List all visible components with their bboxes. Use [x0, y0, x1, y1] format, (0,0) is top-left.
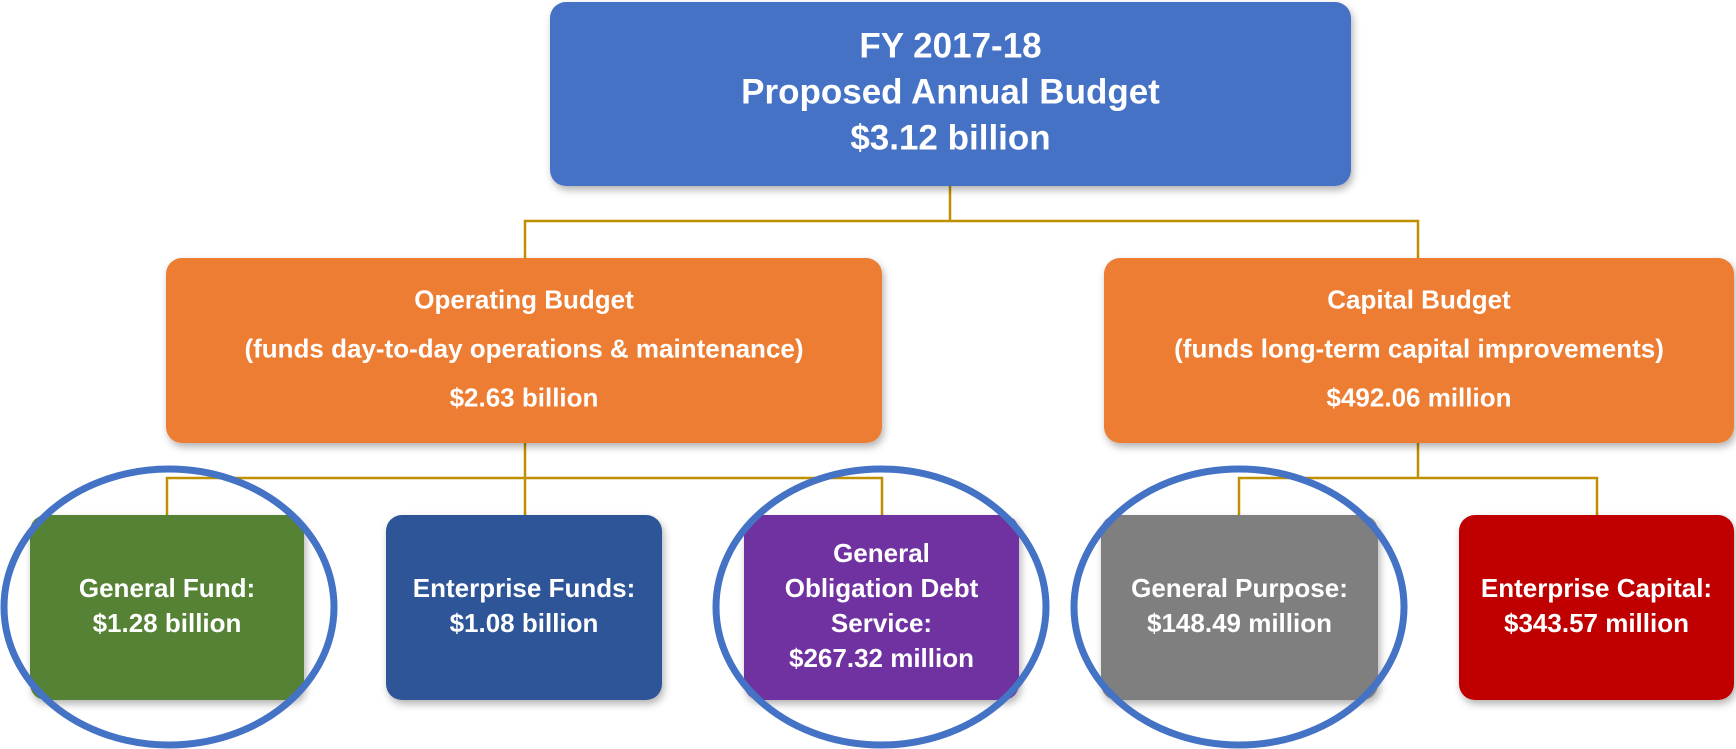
highlight-oval [1070, 465, 1408, 749]
node-text: Obligation Debt [785, 573, 979, 603]
node-box [386, 515, 662, 700]
node: Enterprise Funds: $1.08 billion [386, 515, 662, 700]
node-box [166, 258, 882, 443]
node-text: (funds day-to-day operations & maintenan… [244, 333, 803, 363]
node: General Obligation Debt Service: $267.32 mi… [744, 515, 1019, 700]
connectors [165, 186, 1599, 515]
node-text: General Fund: [79, 573, 255, 603]
node: Enterprise Capital: $343.57 million [1459, 515, 1734, 700]
node-box [1101, 515, 1378, 700]
highlight-oval [0, 465, 338, 749]
node-text: $492.06 million [1327, 382, 1512, 412]
node-text: FY 2017-18 [859, 26, 1041, 65]
node: FY 2017-18 Proposed Annual Budget $3.12 bi… [550, 2, 1351, 186]
node-text: $2.63 billion [450, 382, 599, 412]
node-box [1459, 515, 1734, 700]
connector [523, 186, 1420, 258]
node-text: $1.28 billion [93, 608, 242, 638]
node: General Purpose: $148.49 million [1101, 515, 1378, 700]
node-text: Service: [831, 608, 932, 638]
node-text: $148.49 million [1147, 608, 1332, 638]
node-box [1104, 258, 1734, 443]
connector [1237, 443, 1599, 515]
node-text: Operating Budget [414, 284, 634, 314]
node-text: Enterprise Capital: [1481, 573, 1712, 603]
node-box [30, 515, 304, 700]
node-text: (funds long-term capital improvements) [1174, 333, 1664, 363]
boxes: FY 2017-18 Proposed Annual Budget $3.12 bi… [30, 2, 1734, 700]
node-box [744, 515, 1019, 700]
node-text: $1.08 billion [450, 608, 599, 638]
node: Capital Budget (funds long-term capital i… [1104, 258, 1734, 443]
highlight-ovals [0, 465, 1408, 749]
node-text: Enterprise Funds: [413, 573, 635, 603]
node: General Fund: $1.28 billion [30, 515, 304, 700]
node-text: General Purpose: [1131, 573, 1348, 603]
node-text: $343.57 million [1504, 608, 1689, 638]
connector [165, 443, 884, 515]
node-text: Capital Budget [1327, 284, 1511, 314]
node-text: $267.32 million [789, 643, 974, 673]
highlight-oval [712, 465, 1050, 749]
node-text: $3.12 billion [850, 118, 1050, 157]
node-text: Proposed Annual Budget [741, 72, 1160, 111]
node: Operating Budget (funds day-to-day operat… [166, 258, 882, 443]
node-box [550, 2, 1351, 186]
node-text: General [833, 538, 930, 568]
